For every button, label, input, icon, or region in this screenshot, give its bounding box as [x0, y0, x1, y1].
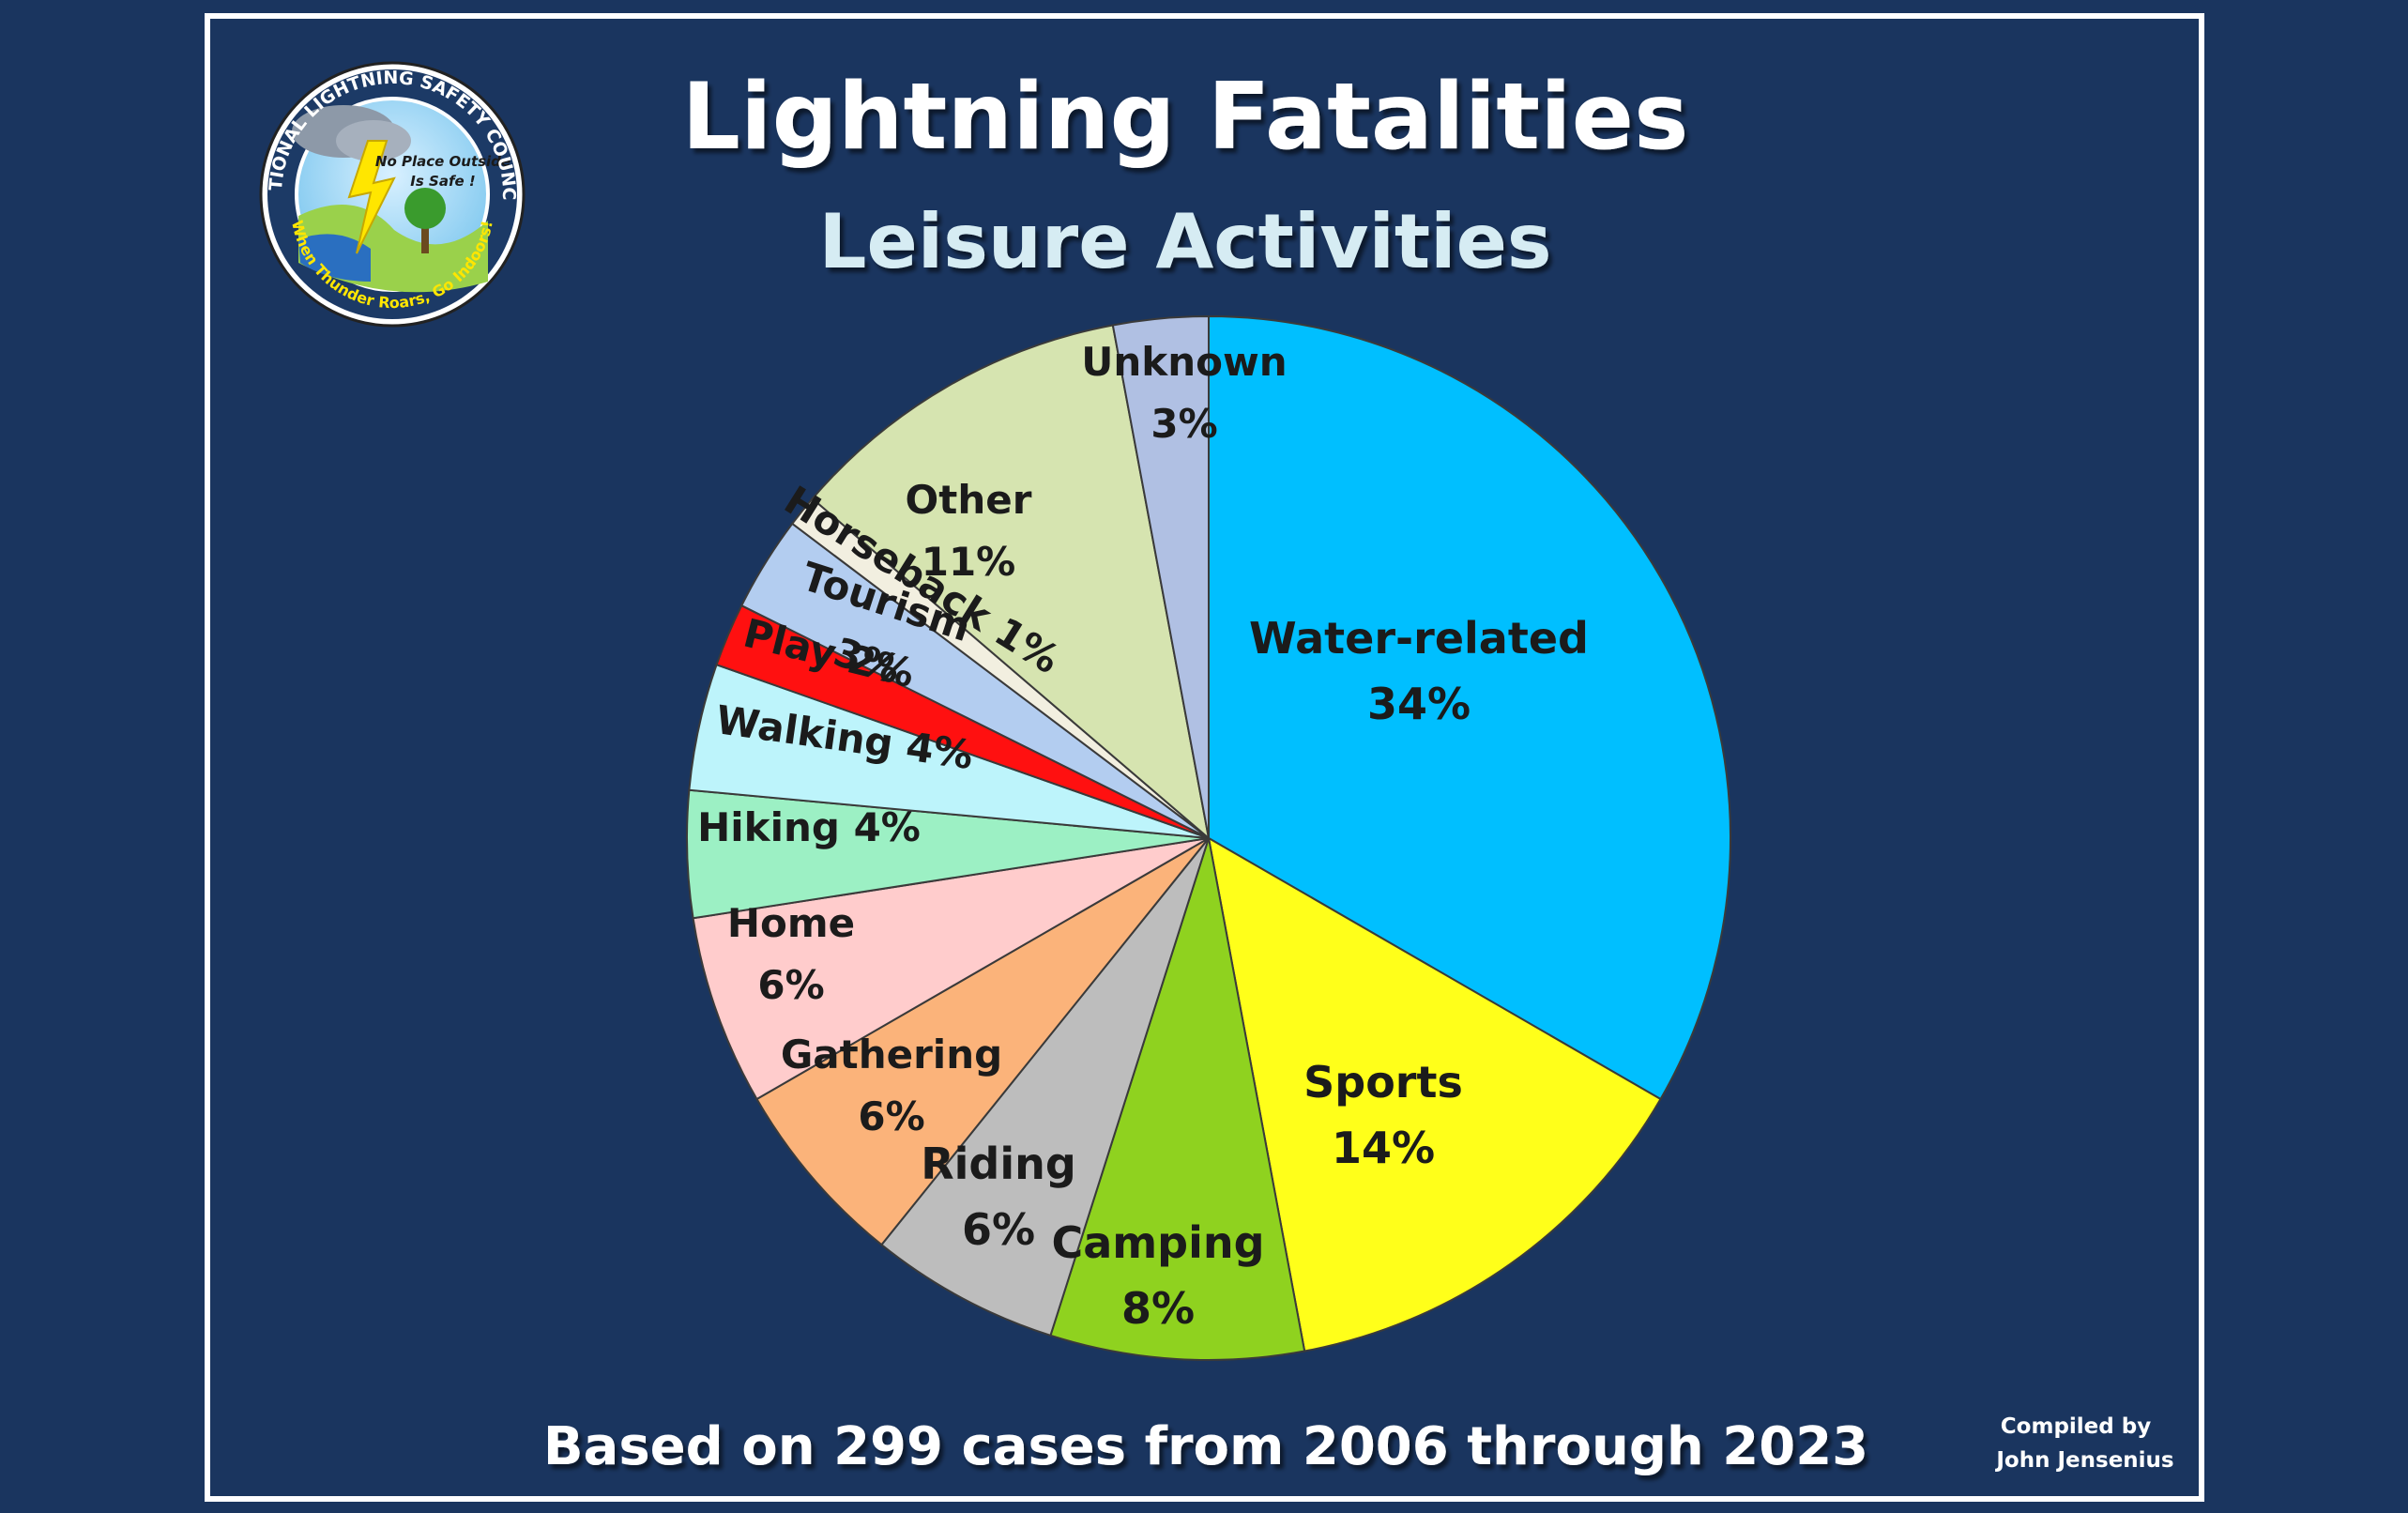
slice-label-gathering: Gathering 6%: [781, 1032, 1002, 1139]
slice-label-camping: Camping 8%: [1051, 1217, 1264, 1334]
logo-center-line-1: No Place Outside: [375, 153, 511, 170]
pie-slice-gathering: [755, 837, 1210, 1246]
slice-label-water-related: Water-related 34%: [1249, 613, 1589, 729]
pie-slice-unknown: [1111, 314, 1210, 839]
slice-label-other: Other 11%: [906, 477, 1032, 585]
credit-line-2: John Jensenius: [1994, 1448, 2173, 1473]
chart-footer: Based on 299 cases from 2006 through 202…: [543, 1416, 1868, 1477]
slice-label-home: Home 6%: [727, 900, 855, 1008]
pie-slice-sports: [1207, 836, 1662, 1353]
pie-slice-riding: [880, 837, 1210, 1337]
pie-slice-other: [811, 324, 1211, 841]
pie-slice-home: [692, 837, 1210, 1101]
pie-slice-camping: [1049, 837, 1306, 1361]
credit-line-1: Compiled by: [2001, 1414, 2151, 1439]
slice-label-sports: Sports 14%: [1303, 1057, 1463, 1173]
pie-slices: [686, 314, 1731, 1361]
pie-slice-water-related: [1208, 314, 1731, 1101]
logo-center-line-2: Is Safe !: [410, 173, 475, 190]
slice-label-hiking: Hiking 4%: [697, 804, 921, 850]
chart-subtitle: Leisure Activities: [819, 198, 1552, 285]
nlsc-logo: No Place Outside Is Safe ! NATIONAL LIGH…: [0, 0, 526, 328]
chart-title: Lightning Fatalities: [682, 64, 1689, 171]
slice-label-unknown: Unknown 3%: [1081, 339, 1287, 447]
slice-label-riding: Riding 6%: [921, 1139, 1076, 1255]
